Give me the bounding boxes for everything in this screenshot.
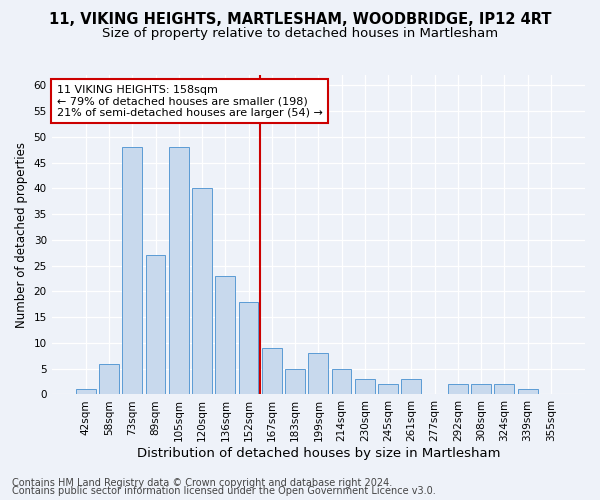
Bar [262, 348, 282, 395]
Text: 11 VIKING HEIGHTS: 158sqm
← 79% of detached houses are smaller (198)
21% of semi: 11 VIKING HEIGHTS: 158sqm ← 79% of detac… [57, 84, 323, 118]
Bar [285, 368, 305, 394]
Bar [355, 379, 375, 394]
Text: 11, VIKING HEIGHTS, MARTLESHAM, WOODBRIDGE, IP12 4RT: 11, VIKING HEIGHTS, MARTLESHAM, WOODBRID… [49, 12, 551, 28]
Text: Contains HM Land Registry data © Crown copyright and database right 2024.: Contains HM Land Registry data © Crown c… [12, 478, 392, 488]
Bar [401, 379, 421, 394]
Y-axis label: Number of detached properties: Number of detached properties [15, 142, 28, 328]
Bar [518, 390, 538, 394]
X-axis label: Distribution of detached houses by size in Martlesham: Distribution of detached houses by size … [137, 447, 500, 460]
Bar [448, 384, 468, 394]
Text: Contains public sector information licensed under the Open Government Licence v3: Contains public sector information licen… [12, 486, 436, 496]
Text: Size of property relative to detached houses in Martlesham: Size of property relative to detached ho… [102, 28, 498, 40]
Bar [239, 302, 259, 394]
Bar [99, 364, 119, 394]
Bar [332, 368, 352, 394]
Bar [192, 188, 212, 394]
Bar [169, 147, 188, 394]
Bar [378, 384, 398, 394]
Bar [215, 276, 235, 394]
Bar [76, 390, 95, 394]
Bar [308, 353, 328, 395]
Bar [471, 384, 491, 394]
Bar [494, 384, 514, 394]
Bar [146, 256, 166, 394]
Bar [122, 147, 142, 394]
